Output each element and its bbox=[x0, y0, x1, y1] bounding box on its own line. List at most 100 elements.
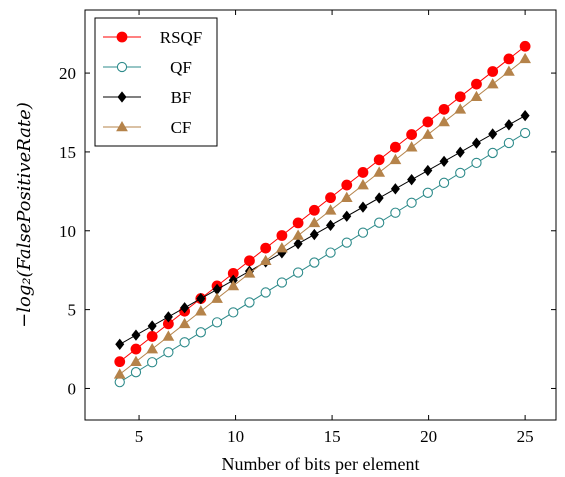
legend-marker-cf bbox=[116, 120, 128, 132]
data-point-rsqf bbox=[503, 53, 515, 65]
data-point-cf bbox=[227, 279, 240, 291]
legend-label-cf: CF bbox=[171, 118, 192, 137]
data-point-qf bbox=[130, 367, 142, 378]
data-point-qf bbox=[325, 247, 336, 258]
data-point-cf bbox=[503, 65, 515, 76]
data-point-rsqf bbox=[341, 179, 353, 191]
data-point-cf bbox=[438, 115, 450, 127]
data-point-bf bbox=[358, 201, 368, 213]
data-point-rsqf bbox=[114, 356, 126, 368]
data-point-bf bbox=[326, 219, 336, 232]
data-point-cf bbox=[519, 52, 532, 64]
data-point-rsqf bbox=[308, 204, 320, 216]
data-point-cf bbox=[324, 204, 337, 215]
data-point-cf bbox=[276, 242, 288, 253]
data-point-rsqf bbox=[130, 343, 142, 355]
legend-item-qf: QF bbox=[103, 58, 192, 77]
data-point-bf bbox=[180, 302, 190, 314]
x-axis-title: Number of bits per element bbox=[222, 454, 420, 474]
data-point-cf bbox=[243, 267, 256, 278]
data-point-qf bbox=[179, 337, 190, 348]
legend-label-bf: BF bbox=[171, 88, 192, 107]
data-point-cf bbox=[340, 191, 353, 202]
data-point-rsqf bbox=[487, 66, 499, 77]
data-point-cf bbox=[292, 229, 304, 240]
y-tick-label: 0 bbox=[68, 379, 77, 398]
legend-label-rsqf: RSQF bbox=[160, 28, 203, 47]
data-point-bf bbox=[293, 238, 303, 250]
data-point-cf bbox=[470, 90, 483, 102]
data-point-cf bbox=[389, 153, 402, 165]
data-point-qf bbox=[211, 317, 223, 328]
data-point-cf bbox=[211, 292, 223, 303]
data-point-bf bbox=[504, 119, 514, 131]
data-point-bf bbox=[488, 128, 498, 140]
data-point-bf bbox=[163, 311, 173, 323]
legend-item-cf: CF bbox=[103, 118, 191, 137]
data-point-cf bbox=[113, 368, 126, 379]
data-point-qf bbox=[357, 227, 369, 238]
legend-label-qf: QF bbox=[170, 58, 192, 77]
data-point-rsqf bbox=[325, 192, 336, 204]
y-tick-label: 20 bbox=[59, 64, 76, 83]
x-tick-label: 15 bbox=[324, 427, 341, 446]
legend: RSQF QF BF CF bbox=[94, 17, 218, 147]
data-point-rsqf bbox=[357, 167, 369, 178]
data-point-bf bbox=[520, 110, 530, 122]
data-point-qf bbox=[244, 297, 255, 308]
y-axis-title: −log₂(FalsePositiveRate) bbox=[14, 102, 35, 328]
data-point-bf bbox=[147, 320, 157, 332]
data-point-qf bbox=[455, 167, 466, 179]
legend-marker-qf bbox=[116, 61, 128, 73]
data-point-cf bbox=[357, 179, 369, 190]
data-point-rsqf bbox=[438, 103, 450, 115]
data-point-qf bbox=[406, 197, 417, 208]
data-point-qf bbox=[487, 147, 498, 159]
data-point-rsqf bbox=[389, 141, 401, 153]
data-point-cf bbox=[178, 317, 191, 329]
x-tick-label: 5 bbox=[135, 427, 144, 446]
series-line-bf bbox=[119, 115, 526, 345]
data-point-rsqf bbox=[260, 242, 272, 254]
data-point-rsqf bbox=[454, 91, 466, 103]
data-point-bf bbox=[115, 338, 125, 350]
data-point-cf bbox=[308, 216, 321, 228]
data-point-bf bbox=[423, 164, 433, 177]
data-point-rsqf bbox=[244, 255, 255, 267]
data-point-qf bbox=[260, 287, 271, 298]
data-point-rsqf bbox=[422, 116, 434, 128]
y-tick-label: 15 bbox=[59, 143, 76, 162]
data-point-qf bbox=[309, 257, 320, 268]
data-point-bf bbox=[374, 192, 384, 204]
data-point-rsqf bbox=[292, 217, 304, 229]
data-point-bf bbox=[131, 329, 141, 341]
data-point-rsqf bbox=[146, 331, 158, 342]
data-point-bf bbox=[390, 183, 400, 195]
plot-frame bbox=[84, 9, 557, 421]
series-layer bbox=[113, 40, 532, 388]
legend-marker-rsqf bbox=[116, 31, 128, 43]
data-point-bf bbox=[471, 137, 481, 149]
data-point-bf bbox=[196, 292, 206, 305]
data-point-rsqf bbox=[471, 78, 482, 90]
data-point-bf bbox=[407, 174, 417, 186]
data-point-qf bbox=[147, 357, 158, 368]
data-point-qf bbox=[276, 277, 288, 288]
data-point-qf bbox=[422, 187, 433, 198]
data-point-cf bbox=[373, 166, 386, 177]
data-point-bf bbox=[439, 155, 449, 168]
data-point-qf bbox=[503, 137, 515, 149]
y-tick-label: 5 bbox=[68, 301, 77, 320]
data-point-qf bbox=[163, 347, 174, 358]
data-point-rsqf bbox=[519, 40, 531, 52]
data-point-cf bbox=[130, 355, 142, 366]
series-cf bbox=[113, 52, 532, 379]
data-point-qf bbox=[519, 127, 531, 139]
data-point-rsqf bbox=[406, 129, 418, 140]
data-point-cf bbox=[146, 343, 159, 354]
data-point-qf bbox=[341, 237, 352, 248]
data-point-rsqf bbox=[276, 230, 288, 241]
